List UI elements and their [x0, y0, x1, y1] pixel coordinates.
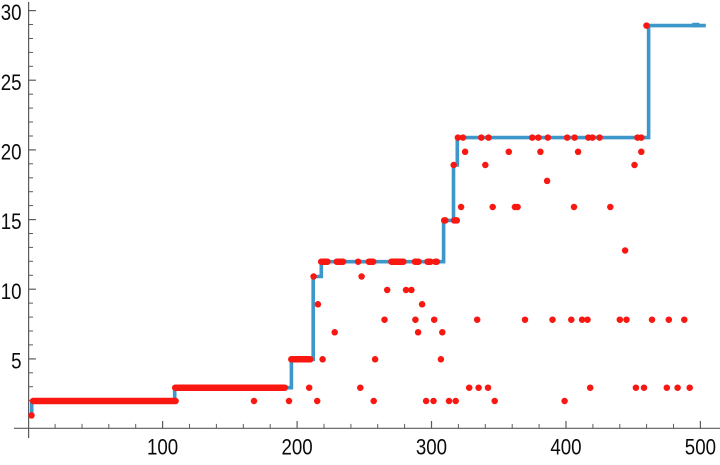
- svg-text:200: 200: [282, 434, 313, 459]
- svg-text:500: 500: [685, 434, 716, 459]
- svg-text:5: 5: [11, 349, 21, 374]
- svg-text:400: 400: [550, 434, 581, 459]
- svg-text:10: 10: [1, 279, 22, 304]
- svg-text:25: 25: [1, 70, 22, 95]
- svg-text:20: 20: [1, 140, 22, 165]
- svg-text:15: 15: [1, 209, 22, 234]
- svg-text:300: 300: [416, 434, 447, 459]
- svg-text:100: 100: [147, 434, 178, 459]
- svg-text:30: 30: [1, 0, 22, 25]
